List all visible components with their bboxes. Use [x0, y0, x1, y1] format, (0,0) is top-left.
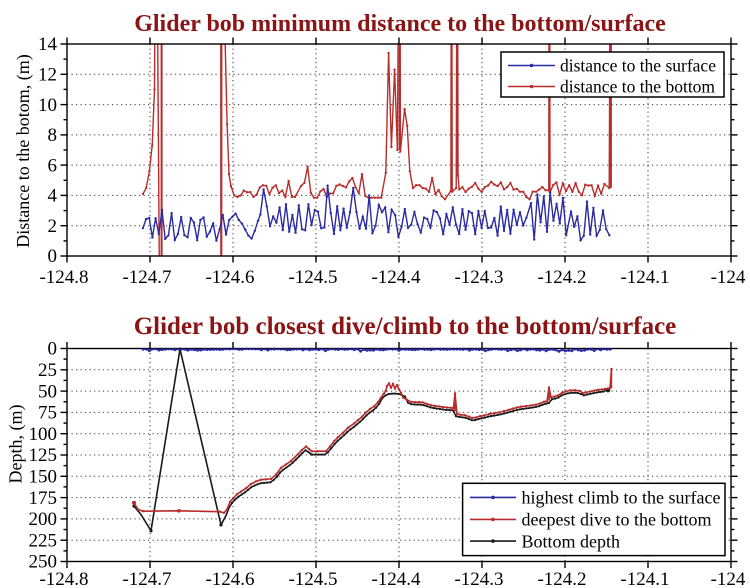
- svg-text:-124.7: -124.7: [122, 267, 171, 288]
- svg-text:highest climb to the surface: highest climb to the surface: [522, 488, 721, 508]
- svg-text:-124.7: -124.7: [122, 569, 171, 588]
- svg-text:-124: -124: [711, 569, 746, 588]
- svg-text:distance to the bottom: distance to the bottom: [560, 77, 715, 97]
- svg-text:-124.1: -124.1: [620, 569, 669, 588]
- svg-text:100: 100: [29, 424, 58, 445]
- svg-text:250: 250: [29, 552, 58, 573]
- svg-text:150: 150: [29, 467, 58, 488]
- svg-text:4: 4: [48, 186, 58, 207]
- svg-text:8: 8: [48, 125, 58, 146]
- svg-text:0: 0: [48, 246, 58, 267]
- svg-text:-124.8: -124.8: [39, 267, 88, 288]
- svg-text:2: 2: [48, 216, 58, 237]
- svg-text:-124: -124: [711, 267, 746, 288]
- svg-text:-124.4: -124.4: [371, 267, 421, 288]
- svg-text:Bottom depth: Bottom depth: [522, 531, 621, 551]
- svg-text:Glider bob closest dive/climb: Glider bob closest dive/climb to the bot…: [134, 313, 677, 340]
- svg-text:-124.2: -124.2: [537, 267, 586, 288]
- svg-text:Distance to the botom, (m): Distance to the botom, (m): [13, 54, 34, 247]
- svg-text:225: 225: [29, 530, 58, 551]
- svg-text:-124.1: -124.1: [620, 267, 669, 288]
- svg-text:10: 10: [38, 95, 57, 116]
- svg-text:-124.5: -124.5: [288, 267, 337, 288]
- svg-text:175: 175: [29, 488, 58, 509]
- svg-text:-124.3: -124.3: [454, 267, 503, 288]
- svg-text:distance to the surface: distance to the surface: [560, 56, 716, 76]
- svg-text:-124.3: -124.3: [454, 569, 503, 588]
- svg-text:0: 0: [48, 339, 58, 360]
- svg-text:deepest dive to the bottom: deepest dive to the bottom: [522, 510, 712, 530]
- svg-text:-124.6: -124.6: [205, 569, 254, 588]
- svg-text:14: 14: [38, 34, 58, 55]
- svg-text:25: 25: [38, 360, 57, 381]
- svg-text:200: 200: [29, 509, 58, 530]
- svg-text:-124.6: -124.6: [205, 267, 254, 288]
- svg-text:-124.2: -124.2: [537, 569, 586, 588]
- svg-text:125: 125: [29, 445, 58, 466]
- svg-text:12: 12: [38, 65, 57, 86]
- svg-text:-124.4: -124.4: [371, 569, 421, 588]
- svg-text:-124.5: -124.5: [288, 569, 337, 588]
- svg-text:75: 75: [38, 403, 57, 424]
- svg-text:Depth, (m): Depth, (m): [6, 405, 27, 484]
- svg-text:50: 50: [38, 381, 57, 402]
- svg-text:-124.8: -124.8: [39, 569, 88, 588]
- svg-text:Glider bob minimum distance to: Glider bob minimum distance to the botto…: [134, 11, 666, 37]
- svg-text:6: 6: [48, 155, 58, 176]
